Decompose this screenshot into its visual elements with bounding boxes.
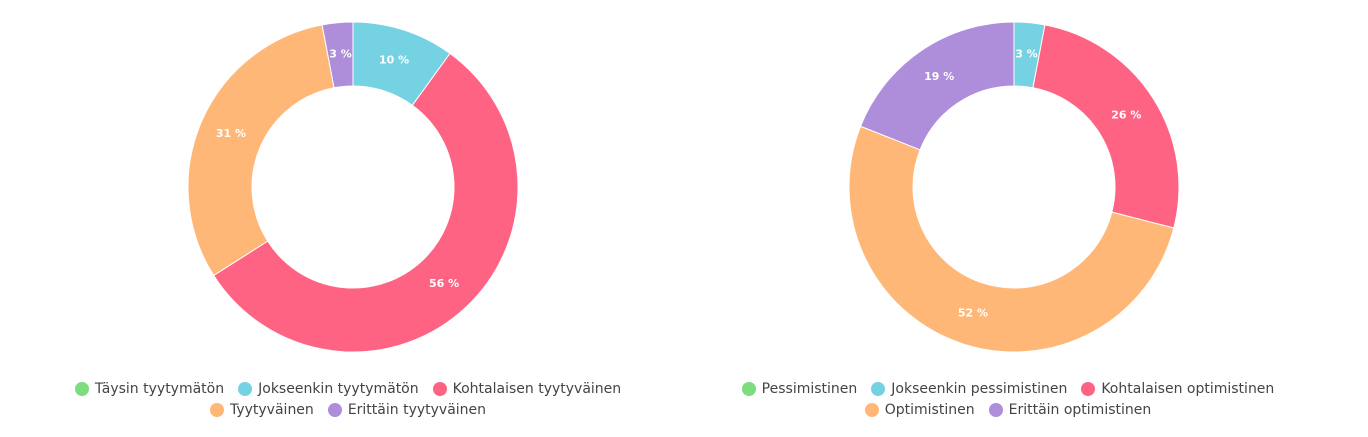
- legend-row: Pessimistinen Jokseenkin pessimistinen Koh…: [688, 378, 1328, 399]
- legend-marker: [864, 402, 879, 417]
- legend-item[interactable]: Kohtalaisen optimistinen: [1081, 381, 1274, 397]
- donut-slice: [321, 21, 354, 89]
- slice-label: 19 %: [924, 70, 954, 83]
- legend-label: Tyytyväinen: [229, 401, 314, 418]
- slice-label: 10 %: [379, 54, 409, 67]
- legend-label: Jokseenkin pessimistinen: [891, 380, 1068, 397]
- legend-marker: [871, 381, 886, 396]
- legend-label: Täysin tyytymätön: [94, 380, 225, 397]
- legend-row: Optimistinen Erittäin optimistinen: [688, 399, 1328, 420]
- legend-marker: [432, 381, 447, 396]
- legend-marker: [327, 402, 342, 417]
- legend-marker: [74, 381, 89, 396]
- donut-slice: [187, 24, 335, 277]
- slice-label: 31 %: [216, 127, 246, 140]
- legend: Pessimistinen Jokseenkin pessimistinen Koh…: [688, 378, 1328, 420]
- legend-marker: [209, 402, 224, 417]
- slice-label: 26 %: [1111, 109, 1141, 122]
- legend-label: Erittäin optimistinen: [1008, 401, 1152, 418]
- donut-slice: [212, 52, 519, 353]
- legend-row: Täysin tyytymätön Jokseenkin tyytymätön Ko…: [28, 378, 668, 399]
- legend-label: Pessimistinen: [761, 380, 858, 397]
- slice-label: 56 %: [429, 277, 459, 290]
- legend-item[interactable]: Erittäin optimistinen: [988, 401, 1152, 418]
- legend-item[interactable]: Optimistinen: [864, 401, 975, 418]
- legend-label: Kohtalaisen tyytyväinen: [452, 380, 622, 397]
- legend-item[interactable]: Täysin tyytymätön: [74, 380, 225, 397]
- legend-label: Erittäin tyytyväinen: [347, 401, 487, 418]
- donut-slice: [859, 21, 1015, 151]
- slice-label: 52 %: [958, 306, 988, 319]
- legend-item[interactable]: Erittäin tyytyväinen: [327, 401, 487, 418]
- slice-label: 3 %: [329, 48, 352, 61]
- donut-slice: [1032, 24, 1180, 229]
- legend-label: Optimistinen: [884, 401, 975, 418]
- legend-label: Jokseenkin tyytymätön: [258, 380, 419, 397]
- slice-label: 3 %: [1015, 48, 1038, 61]
- legend-item[interactable]: Jokseenkin pessimistinen: [871, 381, 1067, 397]
- legend-item[interactable]: Tyytyväinen: [209, 401, 314, 418]
- legend-marker: [1081, 381, 1096, 396]
- legend-item[interactable]: Kohtalaisen tyytyväinen: [432, 380, 622, 397]
- legend-item[interactable]: Pessimistinen: [741, 380, 858, 397]
- legend-item[interactable]: Jokseenkin tyytymätön: [238, 381, 419, 397]
- legend-marker: [238, 381, 253, 396]
- legend: Täysin tyytymätön Jokseenkin tyytymätön Ko…: [28, 378, 668, 420]
- legend-label: Kohtalaisen optimistinen: [1101, 380, 1275, 397]
- donut-slice: [848, 125, 1175, 353]
- legend-row: Tyytyväinen Erittäin tyytyväinen: [28, 399, 668, 420]
- legend-marker: [988, 402, 1003, 417]
- legend-marker: [741, 381, 756, 396]
